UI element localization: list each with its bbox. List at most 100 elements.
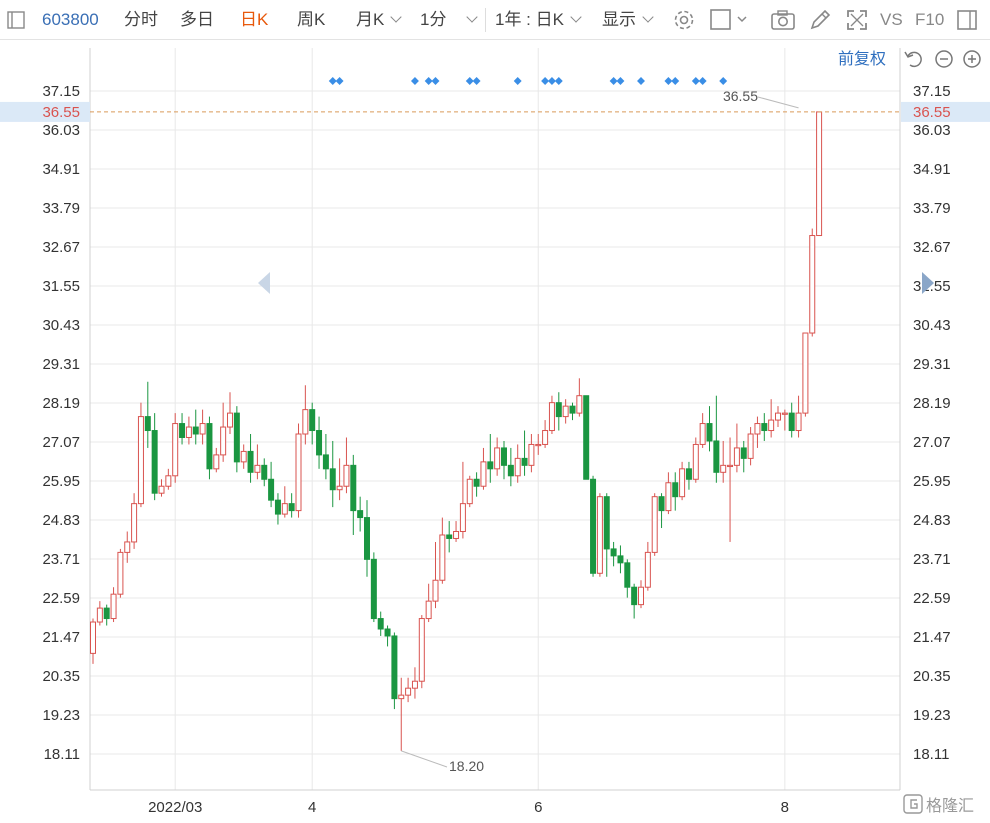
candle-body-down xyxy=(322,454,329,470)
last-price-tag-left xyxy=(0,101,90,122)
display-dropdown[interactable]: 显示 xyxy=(602,9,654,31)
candle-body-down xyxy=(631,586,638,606)
tab-weekly-k[interactable]: 周K xyxy=(297,10,326,29)
watermark-text: 格隆汇 xyxy=(926,797,974,815)
y-tick-label: 29.31 xyxy=(42,356,80,373)
candle-body-down xyxy=(377,618,384,630)
candle-body-down xyxy=(569,405,576,414)
candle-body-down xyxy=(685,468,692,480)
y-tick-label: 24.83 xyxy=(42,512,80,529)
candle-body-up xyxy=(281,503,288,515)
minute-dropdown[interactable]: 1分 xyxy=(420,9,479,31)
candle-body-down xyxy=(192,426,199,435)
y-tick-label: 24.83 xyxy=(913,512,951,529)
candle-body-up xyxy=(124,541,131,553)
candle-body-up xyxy=(644,551,651,588)
candle-body-up xyxy=(651,496,658,553)
candle-body-up xyxy=(432,579,439,602)
candle-body-up xyxy=(528,443,535,466)
monthly-k-dropdown[interactable]: 月K xyxy=(356,9,403,31)
event-marker xyxy=(671,77,680,85)
candle-body-down xyxy=(268,478,275,501)
tab-daily-k[interactable]: 日K xyxy=(240,10,269,29)
undo-icon[interactable] xyxy=(904,51,922,68)
candle-body-up xyxy=(699,423,706,445)
candle-body-down xyxy=(740,447,747,459)
y-tick-label: 37.15 xyxy=(913,83,951,100)
candle-body-down xyxy=(247,450,254,473)
candle-body-down xyxy=(179,423,186,438)
candle-body-down xyxy=(590,478,597,574)
pen-draw-icon[interactable] xyxy=(808,8,832,37)
x-tick-label: 8 xyxy=(781,799,789,816)
candle-body-down xyxy=(473,478,480,487)
y-tick-label: 30.43 xyxy=(42,317,80,334)
event-marker xyxy=(472,77,481,85)
x-tick-label: 6 xyxy=(534,799,542,816)
candle-body-down xyxy=(103,607,110,620)
candle-body-up xyxy=(733,447,740,466)
price-adjust-toggle[interactable]: 前复权 xyxy=(838,50,886,68)
f10-button[interactable]: F10 xyxy=(915,10,945,29)
monthly-k-label: 月K xyxy=(356,10,385,29)
scroll-left-arrow-icon[interactable] xyxy=(258,272,270,294)
candle-body-up xyxy=(562,405,569,418)
candle-body-up xyxy=(665,482,672,512)
tab-multi-day[interactable]: 多日 xyxy=(180,10,214,29)
candle-body-down xyxy=(329,468,336,491)
sidebar-toggle-icon[interactable] xyxy=(6,10,26,35)
event-markers xyxy=(328,77,728,85)
tab-intraday[interactable]: 分时 xyxy=(124,10,158,29)
candle-body-down xyxy=(617,555,624,564)
candle-body-up xyxy=(535,443,542,447)
y-tick-label: 31.55 xyxy=(913,278,951,295)
candle-body-up xyxy=(418,618,425,682)
side-panel-icon[interactable] xyxy=(956,8,978,37)
zoom-in-icon[interactable] xyxy=(963,50,981,68)
event-marker xyxy=(554,77,563,85)
event-marker xyxy=(513,77,522,85)
candle-body-up xyxy=(453,531,460,539)
fullscreen-icon[interactable] xyxy=(845,8,869,37)
candle-body-down xyxy=(610,548,617,557)
candle-body-down xyxy=(274,499,281,515)
candle-body-down xyxy=(761,423,768,432)
chart-toolbar: 603800 分时 多日 日K 周K 月K 1分 1年 : 日K 显示 VS F… xyxy=(0,0,990,40)
zoom-out-icon[interactable] xyxy=(935,50,953,68)
candle-body-down xyxy=(206,423,213,470)
candle-body-down xyxy=(603,496,610,550)
layout-checkbox-icon[interactable] xyxy=(710,8,750,37)
camera-icon[interactable] xyxy=(770,8,796,37)
display-label: 显示 xyxy=(602,10,636,29)
event-marker xyxy=(335,77,344,85)
y-tick-label: 27.07 xyxy=(913,434,951,451)
candle-body-down xyxy=(316,430,323,456)
candle-body-down xyxy=(391,635,398,700)
candle-body-up xyxy=(302,409,309,435)
y-tick-label: 34.91 xyxy=(42,161,80,178)
candle-body-up xyxy=(795,412,802,432)
candle-body-down xyxy=(788,412,795,432)
y-tick-label: 23.71 xyxy=(42,551,80,568)
last-price-line: 36.55 36.55 xyxy=(0,101,990,122)
candle-body-up xyxy=(254,464,261,473)
x-axis: 2022/03 4 6 8 xyxy=(148,799,789,816)
y-tick-label: 18.11 xyxy=(913,746,949,763)
range-dropdown[interactable]: 1年 : 日K xyxy=(495,9,582,31)
candle-body-down xyxy=(144,416,151,432)
candle-body-up xyxy=(720,464,727,473)
vs-compare-button[interactable]: VS xyxy=(880,10,903,29)
event-marker xyxy=(547,77,556,85)
y-axis-right: 37.15 36.03 34.91 33.79 32.67 31.55 30.43 29.31… xyxy=(913,83,951,763)
scroll-right-arrow-icon[interactable] xyxy=(922,272,934,294)
settings-gear-icon[interactable] xyxy=(672,8,696,37)
x-tick-label: 4 xyxy=(308,799,316,816)
candle-body-up xyxy=(494,447,501,470)
candle-body-up xyxy=(514,457,521,477)
candle-body-down xyxy=(672,482,679,498)
y-tick-label: 32.67 xyxy=(913,239,951,256)
candle-body-up xyxy=(110,593,117,620)
chart-grid xyxy=(90,48,900,790)
candle-body-down xyxy=(583,395,590,480)
